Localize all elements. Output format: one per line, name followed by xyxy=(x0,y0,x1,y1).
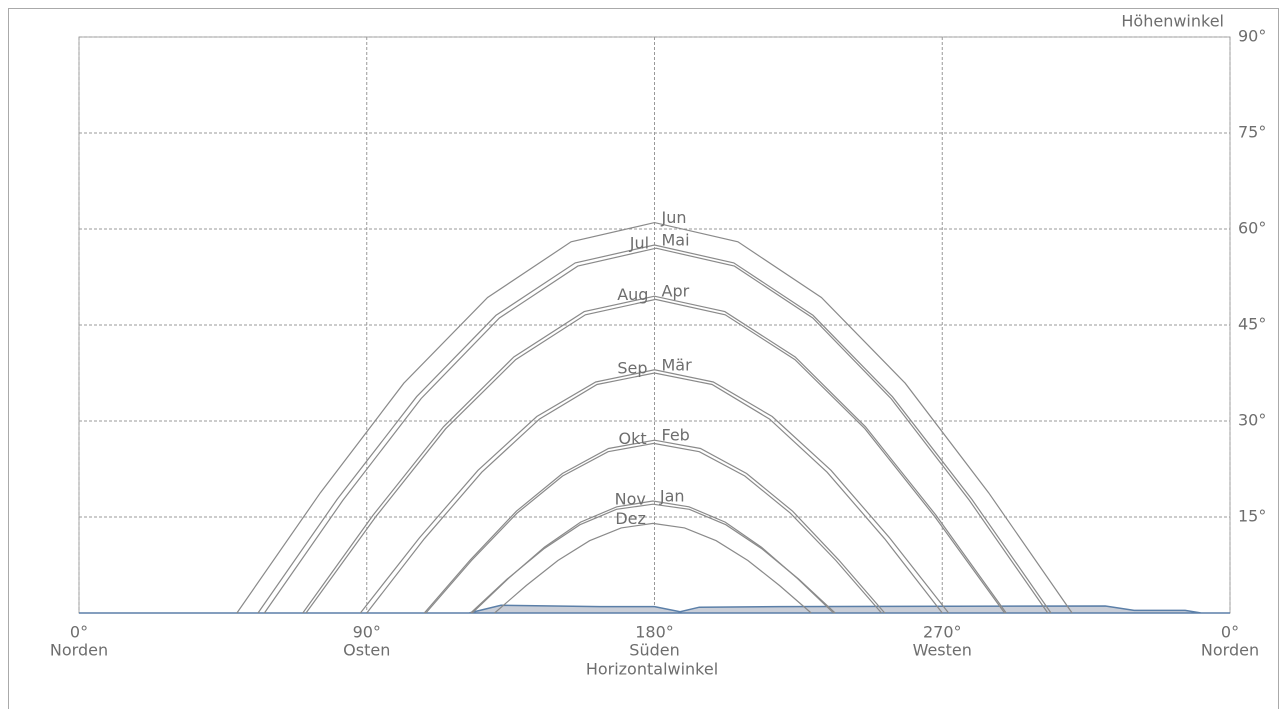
sun-path xyxy=(470,503,836,614)
sun-path xyxy=(257,244,1052,614)
sun-path xyxy=(471,500,834,614)
x-axis-label: Horizontalwinkel xyxy=(586,660,718,679)
y-tick-label: 90° xyxy=(1238,27,1266,46)
sun-path xyxy=(494,522,812,614)
x-tick-direction: Süden xyxy=(629,641,679,660)
x-tick-label: 90° xyxy=(353,623,381,642)
x-tick-direction: Westen xyxy=(913,641,972,660)
frame xyxy=(8,8,1279,709)
sun-path xyxy=(236,221,1073,614)
month-label: Jul xyxy=(629,234,649,253)
x-tick-label: 0° xyxy=(1221,623,1239,642)
y-axis-label: Höhenwinkel xyxy=(1121,12,1224,31)
sun-path xyxy=(359,369,950,614)
x-tick-label: 180° xyxy=(635,623,674,642)
month-label: Jan xyxy=(659,487,685,506)
month-label: Mai xyxy=(662,231,690,250)
sun-path xyxy=(425,442,882,614)
month-label: Nov xyxy=(615,490,646,509)
month-label: Feb xyxy=(662,426,690,445)
y-tick-label: 15° xyxy=(1238,507,1266,526)
month-label: Okt xyxy=(619,429,647,448)
sun-path xyxy=(263,247,1049,614)
y-tick-label: 60° xyxy=(1238,219,1266,238)
month-label: Apr xyxy=(662,282,690,301)
sun-path xyxy=(302,295,1007,614)
x-tick-label: 0° xyxy=(70,623,88,642)
month-label: Sep xyxy=(617,359,647,378)
x-tick-direction: Norden xyxy=(50,641,108,660)
sun-path xyxy=(423,439,886,614)
sun-path xyxy=(305,298,1006,614)
x-tick-direction: Osten xyxy=(343,641,390,660)
y-tick-label: 30° xyxy=(1238,411,1266,430)
month-label: Dez xyxy=(615,509,646,528)
horizon xyxy=(79,604,1230,614)
month-label: Mär xyxy=(662,355,693,374)
month-label: Jun xyxy=(661,208,687,227)
sun-path xyxy=(366,372,943,614)
x-tick-direction: Norden xyxy=(1201,641,1259,660)
y-tick-label: 75° xyxy=(1238,123,1266,142)
month-label: Aug xyxy=(617,285,648,304)
y-tick-label: 45° xyxy=(1238,315,1266,334)
x-tick-label: 270° xyxy=(923,623,962,642)
